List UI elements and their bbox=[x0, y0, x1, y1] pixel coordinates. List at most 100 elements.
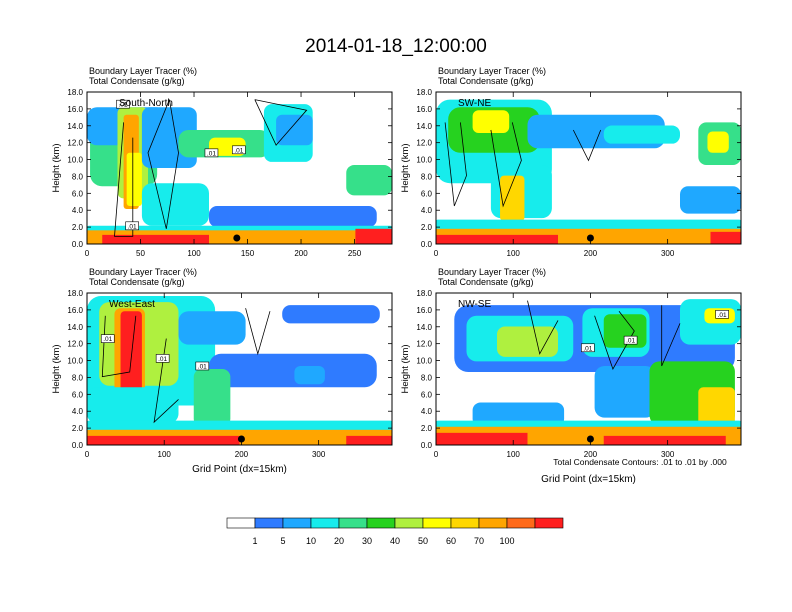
field-west-east: .01 .01 .01 bbox=[87, 293, 392, 445]
colorbar-swatch bbox=[450, 517, 480, 529]
y-tick-label: 2.0 bbox=[72, 223, 84, 232]
y-tick-label: 10.0 bbox=[416, 156, 432, 165]
condensate-label: Total Condensate (g/kg) bbox=[438, 76, 534, 86]
x-axis-label: Grid Point (dx=15km) bbox=[541, 474, 636, 485]
y-tick-label: 12.0 bbox=[416, 139, 432, 148]
contour-label-box bbox=[581, 343, 595, 353]
plot-frame bbox=[435, 292, 742, 446]
y-tick-label: 8.0 bbox=[421, 373, 433, 382]
field-sw-ne bbox=[436, 92, 741, 244]
y-tick-label: 16.0 bbox=[416, 105, 432, 114]
y-tick-label: 2.0 bbox=[72, 424, 84, 433]
tracer-region bbox=[126, 152, 142, 206]
tracer-region bbox=[276, 114, 313, 146]
condensate-contour bbox=[594, 310, 635, 370]
panel-name: SW-NE bbox=[458, 98, 491, 109]
y-tick-label: 4.0 bbox=[72, 206, 84, 215]
y-tick-label: 12.0 bbox=[67, 340, 83, 349]
contour-label: .01 bbox=[626, 338, 635, 345]
y-tick-label: 6.0 bbox=[421, 390, 433, 399]
x-tick-label: 300 bbox=[661, 450, 675, 459]
plot-frame bbox=[86, 91, 393, 245]
condensate-contour bbox=[254, 99, 308, 146]
colorbar-swatch bbox=[366, 517, 396, 529]
colorbar-label: 70 bbox=[474, 536, 484, 546]
colorbar-swatch bbox=[226, 517, 256, 529]
y-tick-label: 8.0 bbox=[421, 172, 433, 181]
tracer-label: Boundary Layer Tracer (%) bbox=[89, 267, 197, 277]
y-tick-label: 4.0 bbox=[72, 407, 84, 416]
y-tick-label: 14.0 bbox=[416, 323, 432, 332]
tracer-region bbox=[282, 305, 380, 324]
y-tick-label: 18.0 bbox=[67, 289, 83, 298]
tracer-region bbox=[500, 175, 525, 222]
condensate-contour bbox=[153, 338, 179, 424]
y-tick-label: 18.0 bbox=[67, 88, 83, 97]
y-axis-label: Height (km) bbox=[51, 344, 62, 393]
tracer-region bbox=[472, 110, 510, 134]
y-tick-label: 8.0 bbox=[72, 373, 84, 382]
contour-label: .01 bbox=[118, 102, 127, 109]
contour-label: .01 bbox=[718, 312, 727, 319]
y-tick-label: 10.0 bbox=[67, 357, 83, 366]
plot-frame bbox=[435, 91, 742, 245]
figure-title: 2014-01-18_12:00:00 bbox=[305, 36, 487, 57]
tracer-region bbox=[294, 365, 325, 385]
contour-label-box bbox=[715, 310, 729, 319]
colorbar-swatch bbox=[506, 517, 536, 529]
y-tick-label: 2.0 bbox=[421, 424, 433, 433]
location-marker bbox=[586, 435, 594, 443]
x-tick-label: 0 bbox=[85, 450, 90, 459]
contour-label-box bbox=[116, 99, 130, 109]
field-south-north: .01 .01 .01 .01 bbox=[87, 92, 392, 244]
contour-label-box bbox=[232, 145, 246, 155]
colorbar-label: 20 bbox=[334, 536, 344, 546]
contour-label: .01 bbox=[583, 345, 592, 352]
tracer-region bbox=[436, 432, 528, 445]
tracer-region bbox=[594, 365, 656, 418]
x-tick-label: 50 bbox=[136, 249, 145, 258]
colorbar-label: 100 bbox=[499, 536, 514, 546]
x-tick-label: 100 bbox=[507, 249, 521, 258]
colorbar-swatch bbox=[338, 517, 368, 529]
contour-label: .01 bbox=[128, 223, 137, 230]
colorbar-label: 5 bbox=[280, 536, 285, 546]
x-tick-label: 300 bbox=[661, 249, 675, 258]
panel-name: West-East bbox=[109, 299, 155, 310]
y-axis-label: Height (km) bbox=[51, 143, 62, 192]
panel-west-east: Boundary Layer Tracer (%)Total Condensat… bbox=[51, 267, 393, 475]
contour-label: .01 bbox=[198, 364, 207, 371]
tracer-region bbox=[178, 311, 246, 345]
x-tick-label: 0 bbox=[434, 249, 439, 258]
panels: Boundary Layer Tracer (%) Total Condensat… bbox=[51, 66, 742, 485]
tracer-region bbox=[209, 206, 377, 228]
tracer-region bbox=[707, 131, 729, 153]
condensate-label: Total Condensate (g/kg) bbox=[438, 277, 534, 287]
colorbar-label: 40 bbox=[390, 536, 400, 546]
tracer-region bbox=[436, 219, 741, 232]
location-marker bbox=[586, 234, 594, 242]
tracer-region bbox=[193, 369, 231, 427]
tracer-region bbox=[710, 231, 741, 244]
panel-sw-ne: Boundary Layer Tracer (%)Total Condensat… bbox=[400, 66, 742, 258]
x-tick-label: 100 bbox=[507, 450, 521, 459]
contour-label-box bbox=[623, 335, 638, 345]
x-tick-label: 150 bbox=[241, 249, 255, 258]
colorbar-swatch bbox=[310, 517, 340, 529]
contour-label-box bbox=[100, 334, 115, 343]
colorbar-label: 50 bbox=[418, 536, 428, 546]
condensate-contour bbox=[245, 308, 271, 356]
tracer-region bbox=[603, 125, 680, 144]
tracer-region bbox=[603, 435, 726, 445]
y-tick-label: 0.0 bbox=[72, 441, 84, 450]
contour-label: .01 bbox=[234, 147, 243, 154]
location-marker bbox=[237, 435, 245, 443]
contour-label: .01 bbox=[158, 356, 167, 363]
colorbar-swatch bbox=[254, 517, 284, 529]
y-tick-label: 8.0 bbox=[72, 172, 84, 181]
y-tick-label: 16.0 bbox=[67, 105, 83, 114]
tracer-region bbox=[497, 326, 558, 357]
colorbar-swatch bbox=[534, 517, 564, 529]
x-tick-label: 0 bbox=[434, 450, 439, 459]
